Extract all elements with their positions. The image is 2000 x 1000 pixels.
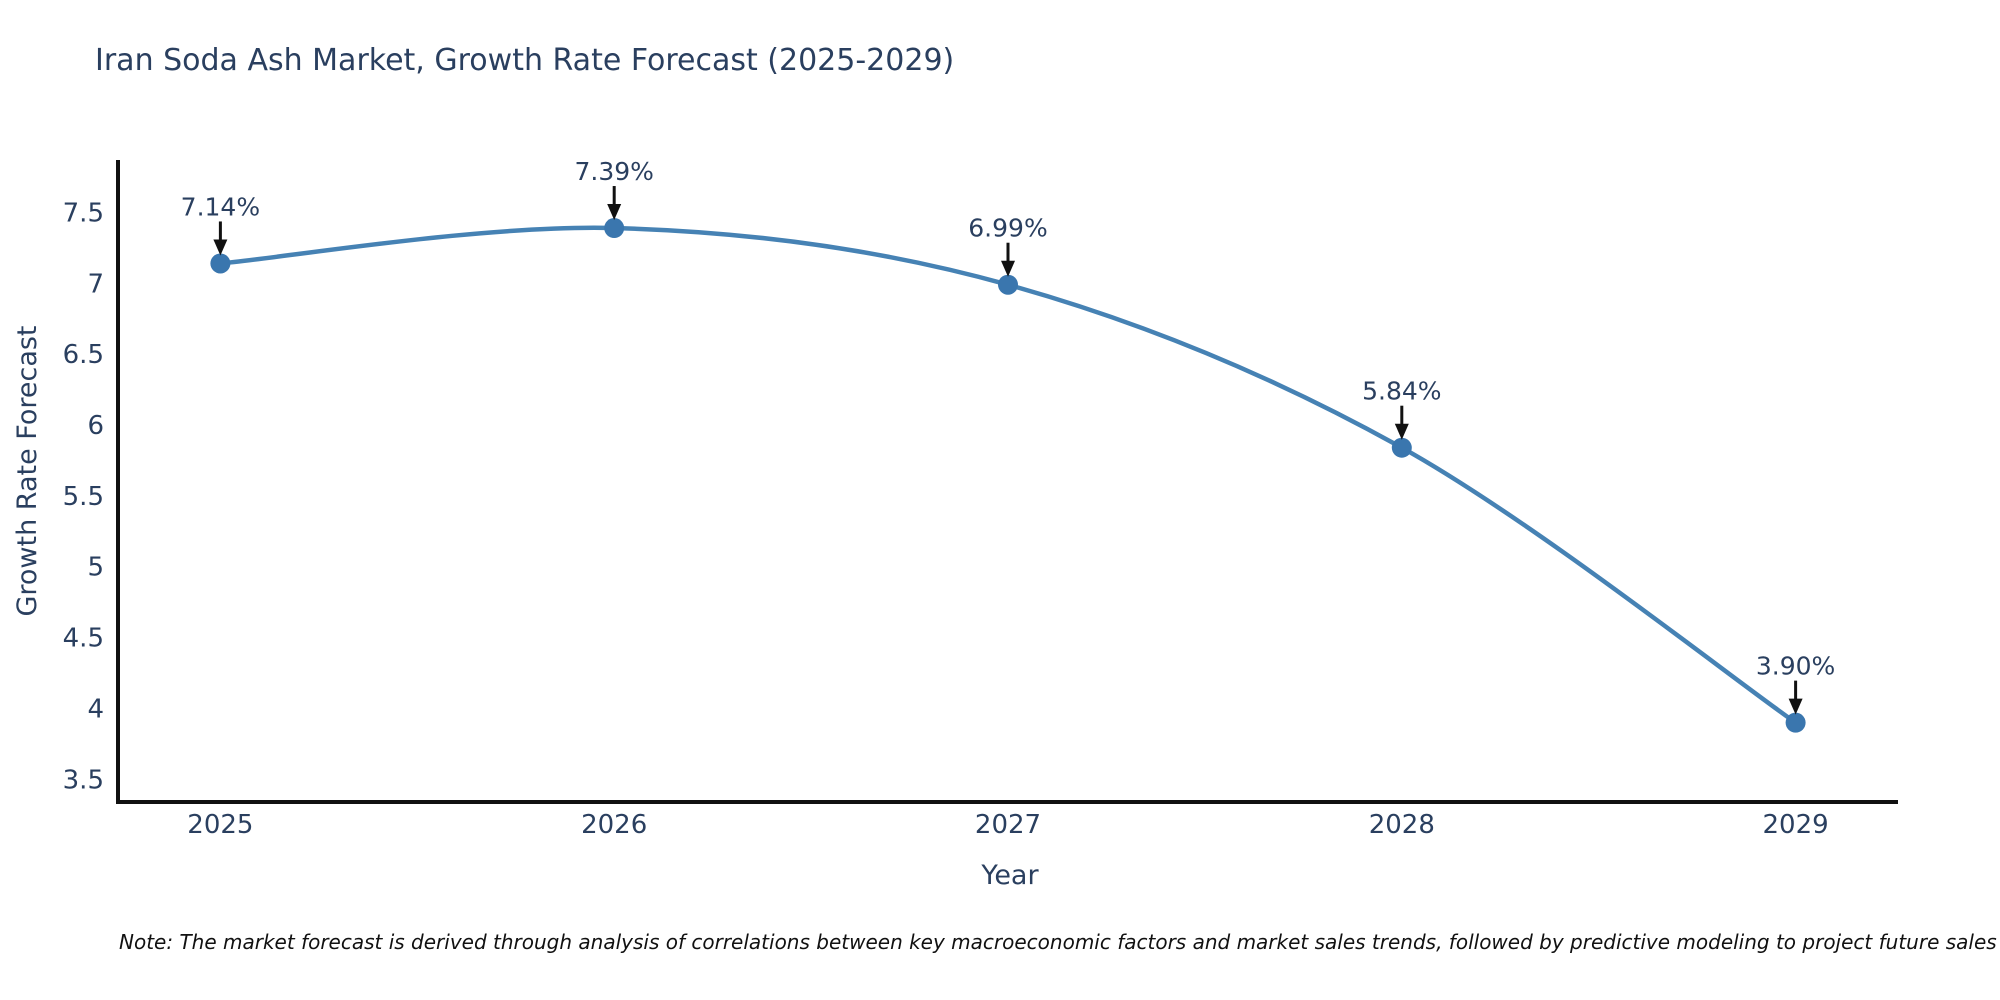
annotation-label: 6.99% — [968, 214, 1047, 243]
x-tick-label: 2028 — [1369, 810, 1435, 840]
annotation-arrow-head — [1788, 698, 1803, 715]
axis-spines — [116, 160, 1898, 804]
y-tick-label: 4 — [87, 694, 104, 724]
x-tick-label: 2026 — [581, 810, 647, 840]
annotation-label: 7.39% — [574, 157, 653, 186]
x-tick-label: 2025 — [187, 810, 253, 840]
x-tick-label: 2027 — [975, 810, 1041, 840]
annotation-arrow-head — [607, 204, 622, 221]
footnote: Note: The market forecast is derived thr… — [119, 930, 1997, 954]
annotation-arrow-head — [1394, 423, 1409, 440]
annotation-arrow-head — [1001, 260, 1015, 277]
chart-title: Iran Soda Ash Market, Growth Rate Foreca… — [95, 43, 955, 78]
x-axis-title: Year — [981, 860, 1039, 891]
y-tick-label: 5.5 — [63, 482, 104, 512]
trend-line — [218, 225, 1798, 725]
y-tick-label: 7.5 — [63, 198, 104, 228]
data-point[interactable] — [1785, 712, 1806, 733]
data-point[interactable] — [604, 218, 625, 239]
data-point[interactable] — [998, 274, 1018, 295]
y-axis-title: Growth Rate Forecast — [12, 325, 43, 617]
data-point[interactable] — [1391, 437, 1412, 458]
y-tick-label: 4.5 — [63, 624, 104, 654]
annotation-label: 3.90% — [1756, 652, 1835, 681]
annotation-arrow-head — [213, 239, 228, 256]
y-tick-label: 6.5 — [63, 340, 104, 370]
y-tick-label: 5 — [87, 553, 104, 583]
annotation-label: 7.14% — [181, 192, 260, 221]
data-point[interactable] — [210, 253, 231, 274]
y-tick-label: 6 — [87, 411, 104, 441]
x-tick-label: 2029 — [1763, 810, 1829, 840]
y-tick-label: 3.5 — [63, 765, 104, 795]
annotation-label: 5.84% — [1362, 377, 1441, 406]
y-tick-label: 7 — [87, 269, 104, 299]
